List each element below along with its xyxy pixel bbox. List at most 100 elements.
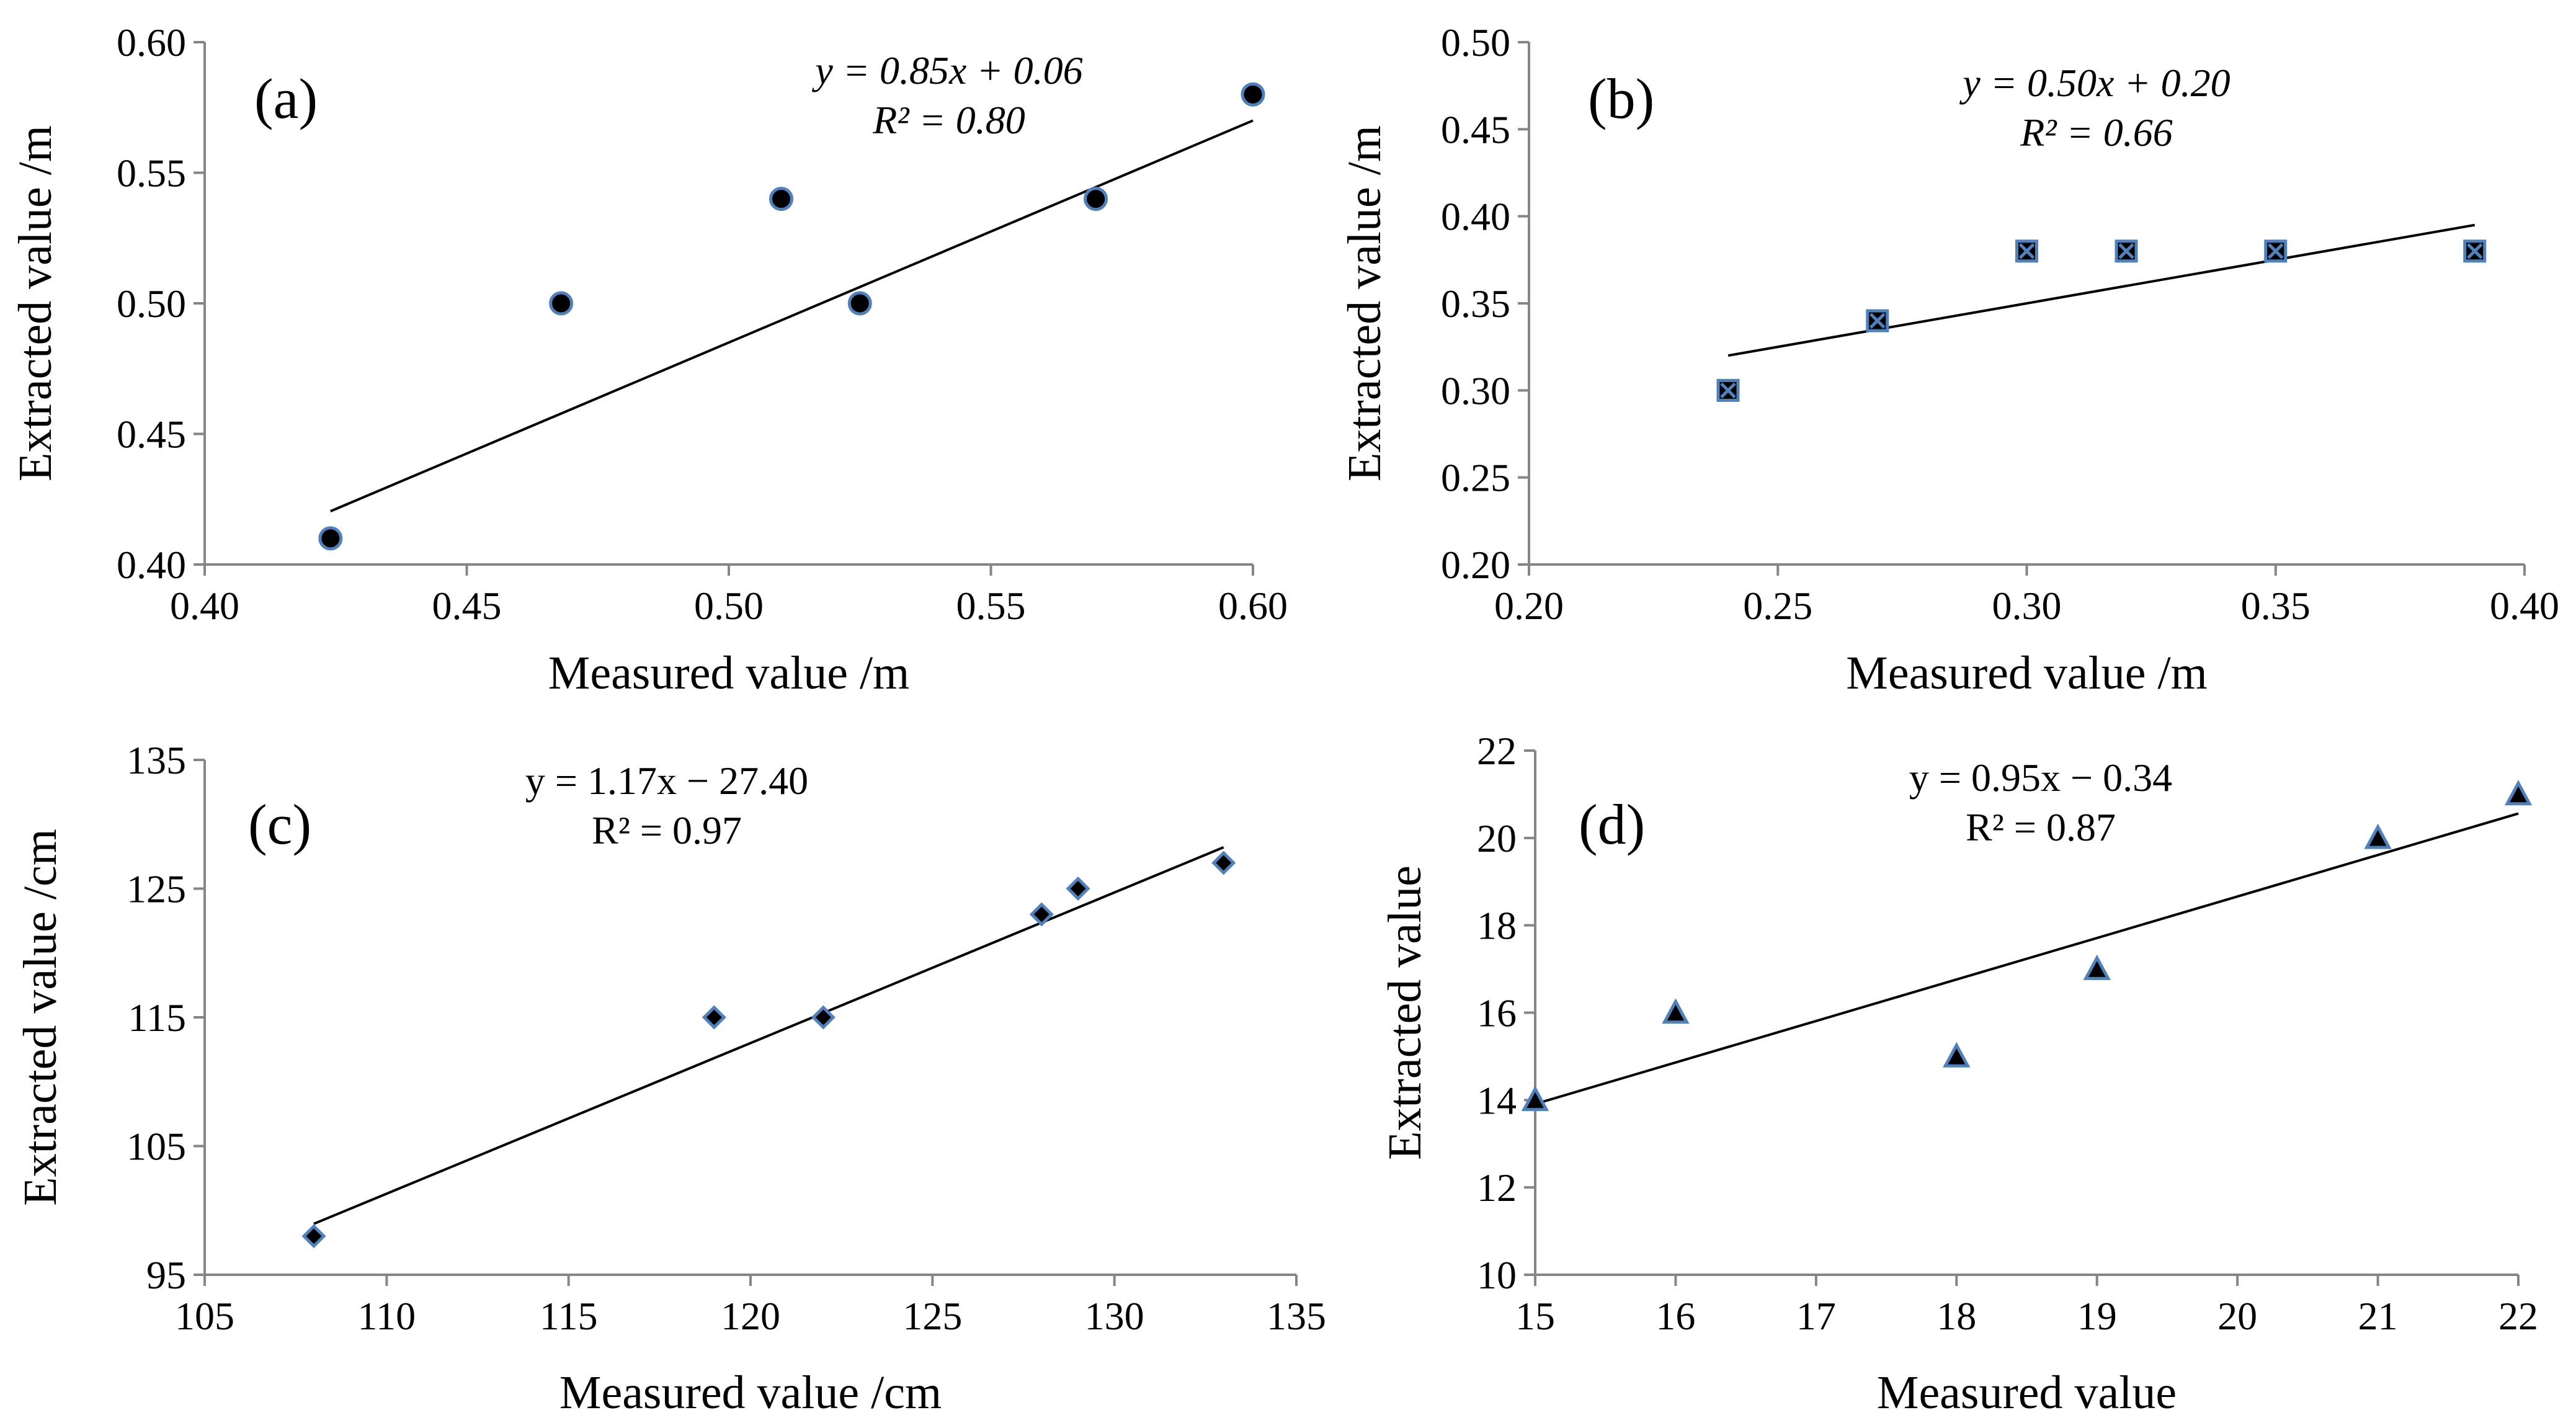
y-tick-label: 0.50 — [117, 282, 186, 326]
data-point — [549, 291, 574, 316]
x-tick-label: 0.25 — [1743, 584, 1812, 628]
x-tick-label: 0.55 — [956, 584, 1026, 628]
panel-label: (c) — [248, 793, 311, 856]
x-tick-label: 0.45 — [432, 584, 502, 628]
x-tick-label: 22 — [2498, 1294, 2538, 1338]
y-axis-label: Extracted value /m — [1339, 125, 1391, 481]
y-axis-label: Extracted value — [1379, 865, 1431, 1160]
panel-d: 15 16 17 18 19 20 21 22 10 12 14 16 18 20 22 Measured v… — [1379, 729, 2538, 1419]
marker-cross — [2118, 243, 2134, 259]
x-tick-label: 130 — [1085, 1294, 1144, 1338]
data-point — [2115, 239, 2138, 263]
x-tick-label: 17 — [1796, 1294, 1836, 1338]
data-point — [2083, 954, 2111, 980]
y-tick-label: 135 — [127, 738, 186, 782]
data-point — [2264, 239, 2288, 263]
panel-c: 105 110 115 120 125 130 13595105115125135Measu… — [14, 738, 1326, 1419]
data-point — [2504, 780, 2533, 806]
y-tick-label: 0.60 — [117, 20, 186, 65]
data-point — [2463, 239, 2487, 263]
data-point — [811, 1005, 836, 1030]
y-tick-label: 0.40 — [117, 543, 186, 587]
y-axis-label: Extracted value /m — [9, 125, 61, 481]
trendline — [1535, 812, 2519, 1105]
x-tick-label: 135 — [1267, 1294, 1326, 1338]
trendline-equation: y = 0.50x + 0.20 — [1959, 61, 2230, 105]
trendline-equation: y = 1.17x − 27.40 — [525, 759, 808, 803]
x-tick-label: 18 — [1936, 1294, 1976, 1338]
y-tick-label: 115 — [128, 996, 186, 1040]
marker-cross — [1869, 313, 1886, 329]
y-tick-label: 0.30 — [1441, 368, 1510, 413]
x-tick-label: 0.35 — [2241, 584, 2311, 628]
y-tick-label: 0.55 — [117, 151, 186, 195]
data-point — [301, 1224, 326, 1249]
y-tick-label: 12 — [1477, 1166, 1517, 1210]
y-tick-label: 0.25 — [1441, 456, 1510, 500]
x-axis-label: Measured value /m — [1846, 647, 2207, 699]
x-tick-label: 120 — [721, 1294, 780, 1338]
y-tick-label: 14 — [1477, 1078, 1517, 1122]
data-point — [1716, 378, 1740, 402]
panel-label: (a) — [254, 67, 318, 130]
x-tick-label: 110 — [358, 1294, 416, 1338]
panel-label: (b) — [1588, 67, 1654, 130]
x-tick-label: 125 — [902, 1294, 962, 1338]
data-point — [1943, 1042, 1971, 1068]
y-axis-label: Extracted value /cm — [14, 829, 66, 1206]
data-point — [1866, 309, 1889, 332]
y-tick-label: 16 — [1477, 991, 1517, 1035]
r-squared-label: R² = 0.66 — [2020, 110, 2172, 154]
marker-cross — [2267, 243, 2284, 259]
data-point — [2364, 823, 2392, 849]
x-tick-label: 105 — [175, 1294, 234, 1338]
data-point — [2015, 239, 2038, 263]
x-axis-label: Measured value — [1877, 1367, 2177, 1419]
y-tick-label: 0.45 — [1441, 107, 1510, 151]
data-point — [769, 187, 793, 212]
r-squared-label: R² = 0.87 — [1966, 805, 2116, 849]
panel-b: 0.20 0.25 0.30 0.35 0.40 0.20 0.25 0.30 0.35 0.40… — [1339, 20, 2559, 699]
marker-cross — [1720, 382, 1736, 399]
x-tick-label: 21 — [2358, 1294, 2398, 1338]
y-tick-label: 0.20 — [1441, 543, 1510, 587]
trendline-equation: y = 0.85x + 0.06 — [811, 48, 1082, 92]
panel-a: 0.40 0.45 0.50 0.55 0.60 0.40 0.45 0.50 0.55 0.60… — [9, 20, 1288, 699]
x-tick-label: 0.40 — [170, 584, 239, 628]
data-point — [1241, 82, 1265, 107]
data-point — [1662, 998, 1690, 1024]
x-tick-label: 15 — [1515, 1294, 1555, 1338]
y-tick-label: 18 — [1477, 904, 1517, 948]
r-squared-label: R² = 0.80 — [872, 98, 1025, 142]
x-tick-label: 0.40 — [2490, 584, 2559, 628]
trendline — [1727, 223, 2476, 357]
y-tick-label: 0.45 — [117, 413, 186, 457]
x-axis-label: Measured value /m — [548, 647, 909, 699]
y-tick-label: 10 — [1477, 1253, 1517, 1297]
y-tick-label: 0.50 — [1441, 20, 1510, 65]
data-point — [1084, 187, 1108, 212]
x-tick-label: 0.50 — [694, 584, 764, 628]
trendline — [313, 846, 1224, 1225]
trendline-equation: y = 0.95x − 0.34 — [1909, 756, 2172, 800]
data-point — [1211, 850, 1236, 875]
x-tick-label: 0.60 — [1218, 584, 1288, 628]
x-tick-label: 19 — [2077, 1294, 2117, 1338]
y-tick-label: 20 — [1477, 816, 1517, 860]
y-tick-label: 95 — [146, 1253, 186, 1297]
marker-cross — [2466, 243, 2483, 259]
data-point — [847, 291, 872, 316]
y-tick-label: 105 — [127, 1125, 186, 1169]
data-point — [1521, 1086, 1549, 1112]
data-point — [702, 1005, 726, 1030]
x-tick-label: 0.30 — [1992, 584, 2062, 628]
y-tick-label: 0.35 — [1441, 282, 1510, 326]
x-axis-label: Measured value /cm — [559, 1367, 942, 1419]
panel-label: (d) — [1579, 793, 1645, 856]
x-tick-label: 20 — [2217, 1294, 2257, 1338]
y-tick-label: 125 — [127, 867, 186, 911]
x-tick-label: 115 — [540, 1294, 598, 1338]
r-squared-label: R² = 0.97 — [592, 808, 742, 852]
marker-cross — [2018, 243, 2035, 259]
